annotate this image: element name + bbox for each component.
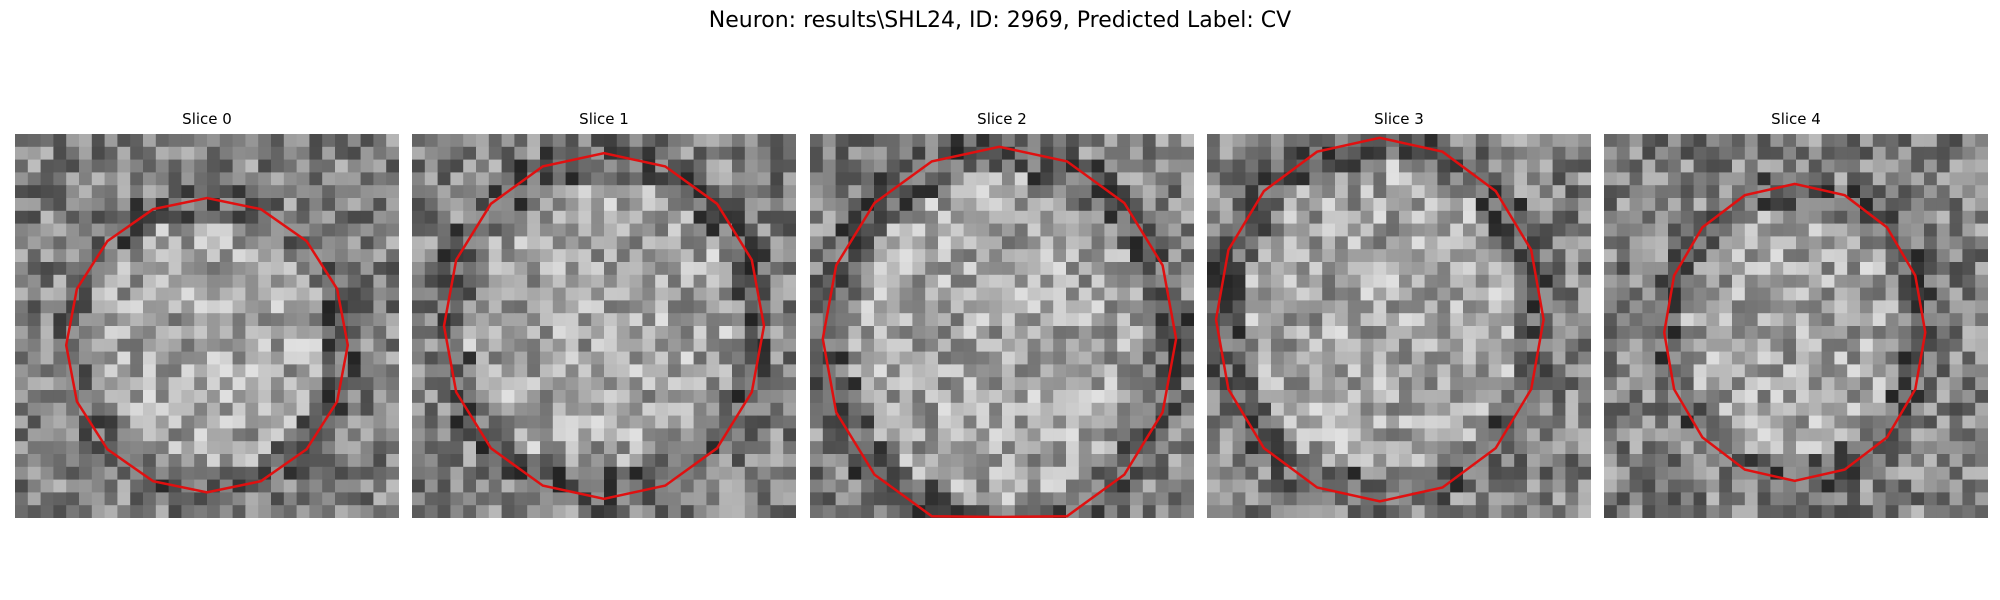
pixel-grid [1207,134,1591,518]
contour-outline [1214,136,1545,503]
slice-panel-4: Slice 4 [1604,108,1988,518]
slice-title: Slice 0 [182,110,232,128]
contour-outline [821,145,1178,518]
contour-outline [64,196,350,494]
slice-title: Slice 4 [1771,110,1821,128]
slice-title: Slice 2 [977,110,1027,128]
pixel-grid [1604,134,1988,518]
slice-panel-3: Slice 3 [1207,108,1591,518]
slice-panel-1: Slice 1 [412,108,796,518]
contour-outline [442,151,766,501]
slice-image [1207,134,1591,518]
slice-image [15,134,399,518]
pixel-grid [15,134,399,518]
contour-outline [1662,182,1927,483]
slice-panel-2: Slice 2 [810,108,1194,518]
slice-image [810,134,1194,518]
slice-title: Slice 3 [1374,110,1424,128]
pixel-grid [810,134,1194,518]
slice-image [1604,134,1988,518]
pixel-grid [412,134,796,518]
slice-panel-0: Slice 0 [15,108,399,518]
slice-image [412,134,796,518]
slice-title: Slice 1 [579,110,629,128]
figure-title: Neuron: results\SHL24, ID: 2969, Predict… [708,8,1292,33]
